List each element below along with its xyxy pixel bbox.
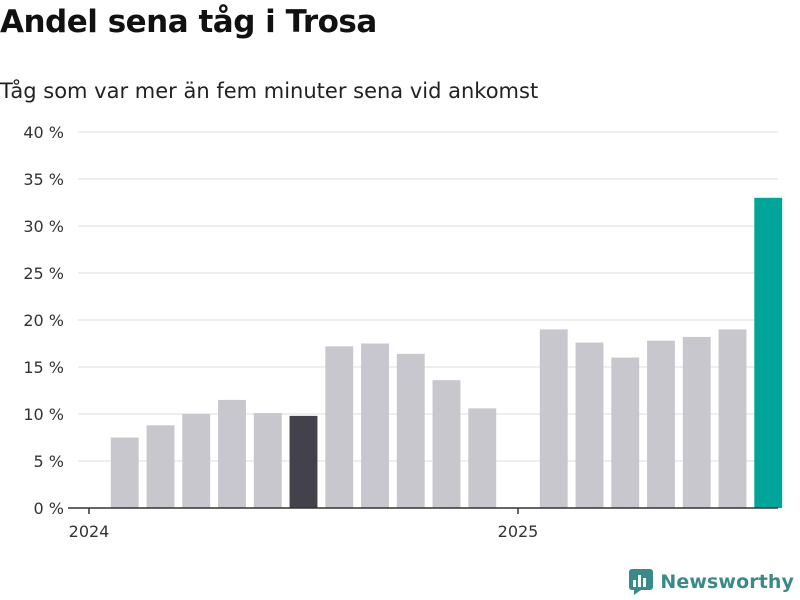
chart-subtitle: Tåg som var mer än fem minuter sena vid … [0, 79, 539, 103]
y-tick-label: 25 % [23, 264, 64, 283]
bar-2025-02 [575, 342, 604, 508]
y-tick-label: 10 % [23, 405, 64, 424]
bar-2024-11 [468, 408, 497, 508]
brand-logo: Newsworthy [628, 568, 794, 596]
bar-2025-06 [718, 329, 747, 508]
x-tick-label: 2025 [498, 522, 539, 541]
bar-2024-03 [182, 414, 211, 508]
bar-2025-03 [611, 357, 640, 508]
bar-2024-10 [432, 380, 461, 508]
chart-title: Andel sena tåg i Trosa [0, 4, 377, 40]
bar-2025-04 [647, 340, 675, 508]
y-tick-label: 40 % [23, 123, 64, 142]
newsworthy-logo-icon [629, 569, 654, 595]
brand-name: Newsworthy [660, 571, 794, 593]
bar-2024-06 [289, 415, 318, 508]
bar-2025-05 [682, 336, 711, 508]
bar-chart: 0 % 5 % 10 % 15 % 20 % 25 % 30 % 35 % 40 % 2024 20… [23, 123, 783, 541]
bar-2025-01 [539, 329, 568, 508]
y-tick-label: 15 % [23, 358, 64, 377]
bar-2024-07 [325, 346, 354, 508]
bar-2025-07 [754, 197, 783, 509]
y-tick-label: 30 % [23, 217, 64, 236]
bar-2024-08 [361, 343, 389, 508]
bar-2024-09 [396, 353, 425, 508]
bar-2024-01 [110, 437, 139, 508]
y-tick-label: 5 % [34, 452, 64, 471]
bar-2024-02 [146, 425, 175, 508]
y-tick-label: 0 % [34, 499, 64, 518]
bar-2024-05 [253, 413, 282, 508]
x-tick-label: 2024 [69, 522, 110, 541]
y-tick-label: 35 % [23, 170, 64, 189]
y-tick-label: 20 % [23, 311, 64, 330]
bar-2024-04 [218, 399, 246, 508]
